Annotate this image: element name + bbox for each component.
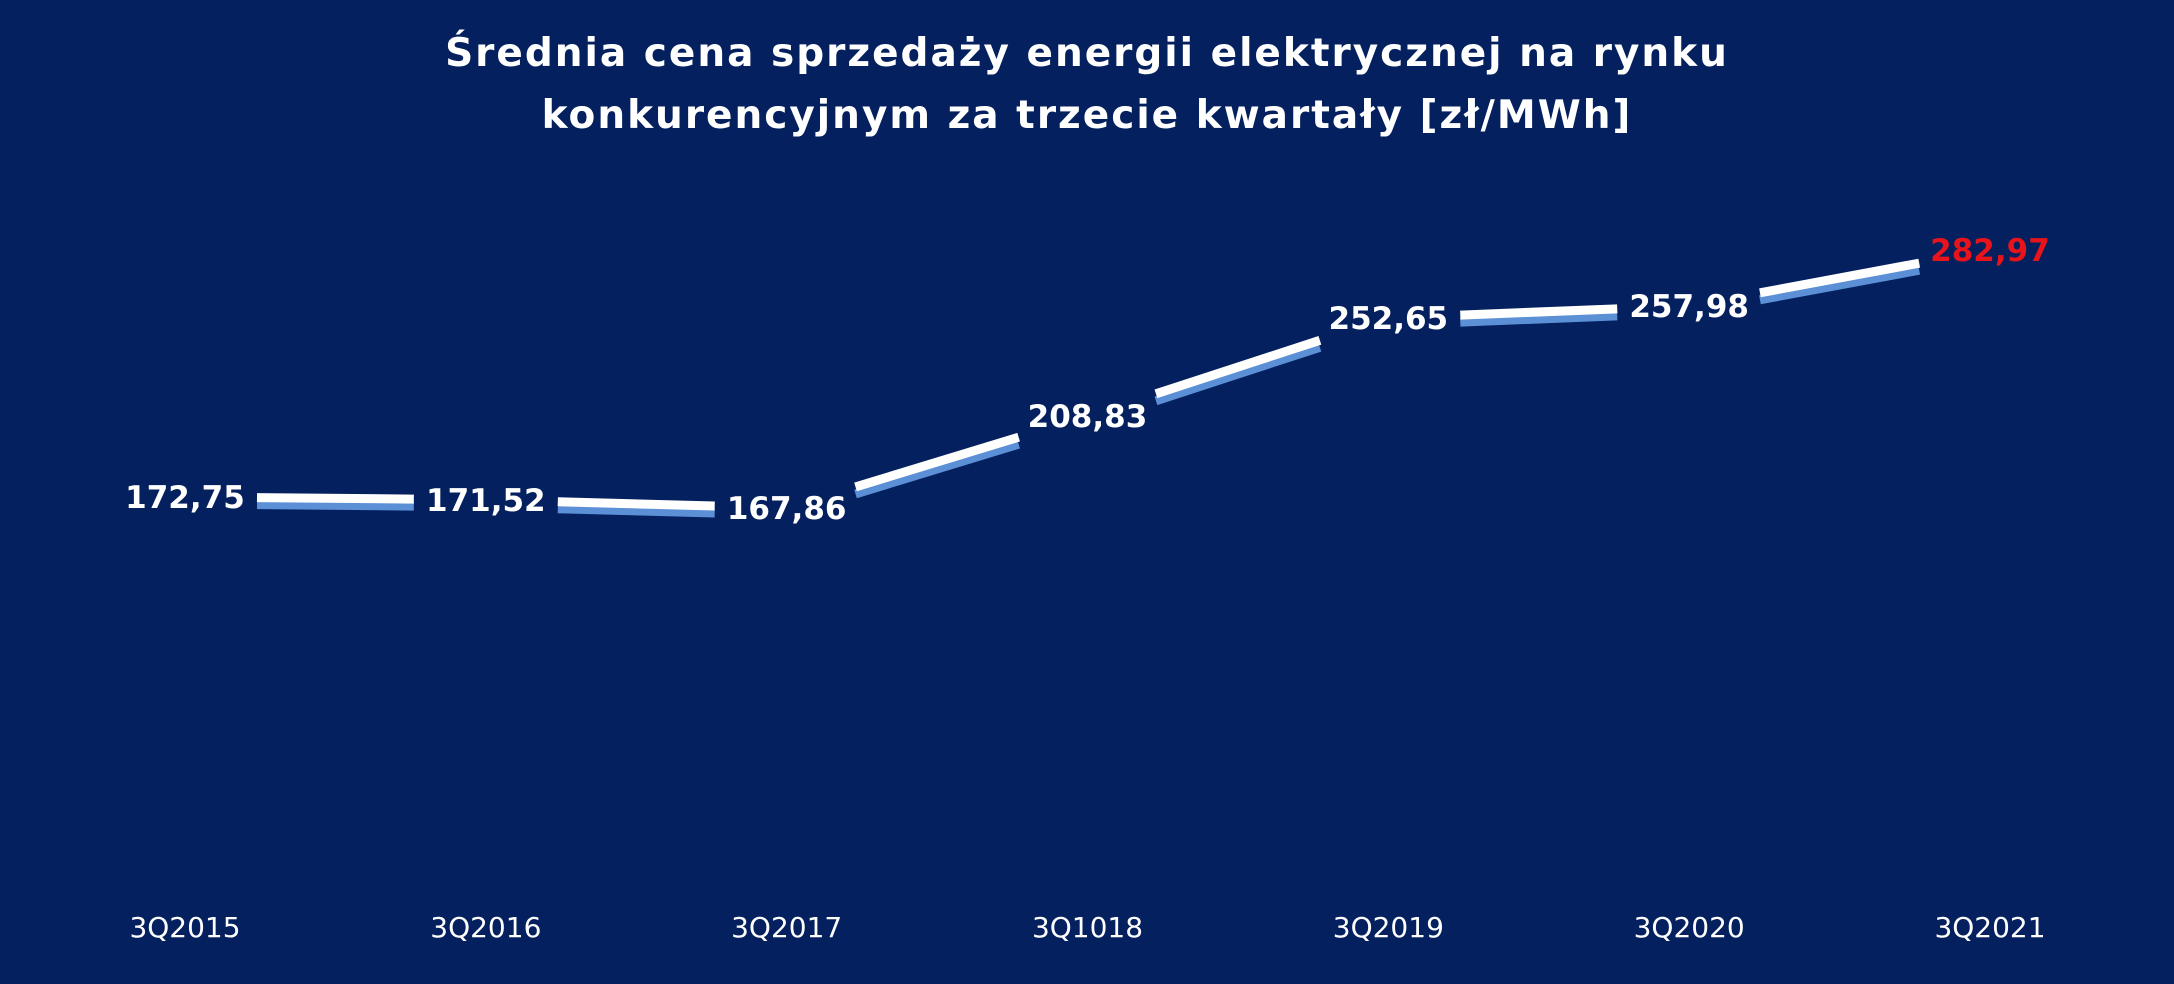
category-label-3Q2021: 3Q2021	[1934, 911, 2045, 944]
value-label-3Q1018: 208,83	[1028, 399, 1148, 435]
line-segment-6	[1759, 258, 1921, 298]
value-label-3Q2021: 282,97	[1930, 233, 2050, 269]
line-segment-2	[557, 497, 715, 511]
chart-title-line-1: Średnia cena sprzedaży energii elektrycz…	[445, 29, 1729, 76]
line-segment-shadow-5	[1460, 311, 1618, 327]
line-segment-shadow-1	[256, 500, 414, 511]
category-label-3Q2020: 3Q2020	[1634, 911, 1745, 944]
value-labels: 172,75 171,52 167,86 208,83 252,65 257,98 282,…	[125, 233, 2050, 527]
value-label-3Q2016: 171,52	[426, 483, 546, 519]
category-label-3Q1018: 3Q1018	[1032, 911, 1143, 944]
line-segment-shadow-3	[854, 439, 1020, 499]
value-label-3Q2015: 172,75	[125, 480, 245, 516]
series-line	[256, 258, 1921, 518]
category-label-3Q2016: 3Q2016	[430, 911, 541, 944]
value-label-3Q2020: 257,98	[1629, 289, 1749, 325]
line-segment-shadow-4	[1154, 343, 1322, 406]
line-segment-shadow-2	[557, 504, 715, 518]
line-segment-1	[256, 493, 414, 504]
chart-title-line-2: konkurencyjnym za trzecie kwartały [zł/M…	[542, 93, 1633, 138]
category-label-3Q2019: 3Q2019	[1333, 911, 1444, 944]
category-labels: 3Q2015 3Q2016 3Q2017 3Q1018 3Q2019 3Q2020 3Q20…	[129, 911, 2045, 944]
category-label-3Q2015: 3Q2015	[129, 911, 240, 944]
line-segment-shadow-6	[1759, 265, 1921, 305]
drop-lines	[184, 276, 1991, 870]
value-label-3Q2019: 252,65	[1329, 301, 1449, 337]
line-segment-5	[1460, 304, 1618, 320]
value-label-3Q2017: 167,86	[727, 491, 847, 527]
line-segment-3	[854, 432, 1020, 492]
line-segment-4	[1154, 336, 1322, 399]
category-label-3Q2017: 3Q2017	[731, 911, 842, 944]
